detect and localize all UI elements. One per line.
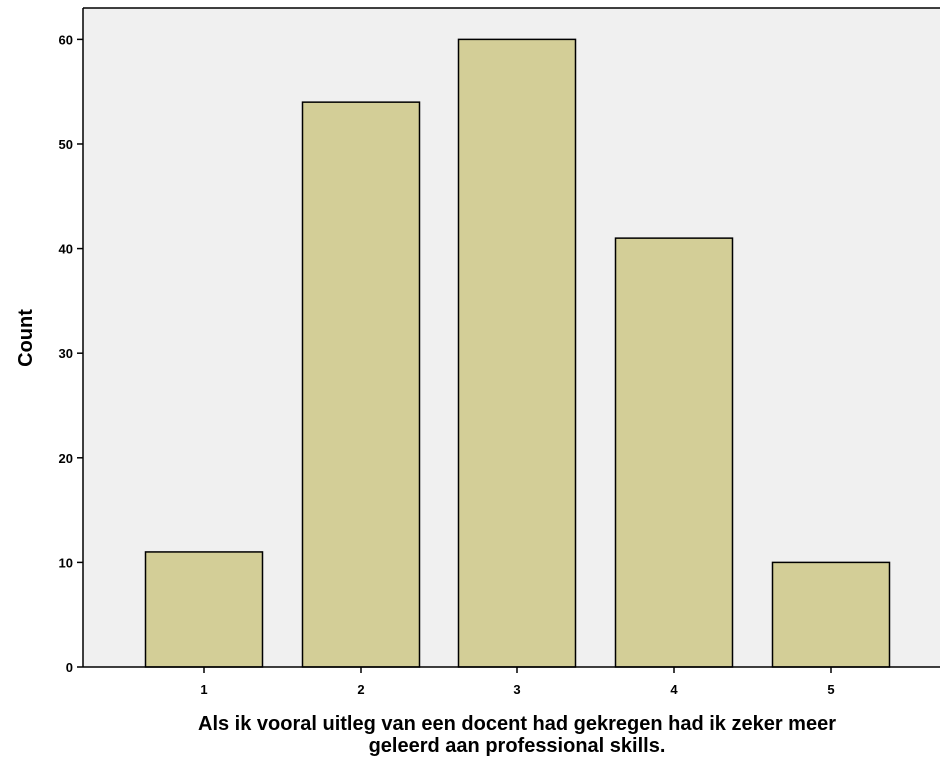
x-tick-label-5: 5 xyxy=(827,682,834,697)
bars-group xyxy=(144,38,891,668)
y-tick-label-30: 30 xyxy=(59,346,73,361)
y-tick-label-10: 10 xyxy=(59,555,73,570)
y-tick-label-60: 60 xyxy=(59,32,73,47)
y-tick-label-50: 50 xyxy=(59,137,73,152)
y-axis-title: Count xyxy=(15,309,37,367)
bar-3 xyxy=(457,38,577,668)
x-tick-label-4: 4 xyxy=(670,682,678,697)
bar-2 xyxy=(301,101,421,668)
axes-group xyxy=(82,7,940,668)
y-tick-label-0: 0 xyxy=(66,660,73,675)
bar-5 xyxy=(771,561,891,668)
y-tick-label-40: 40 xyxy=(59,242,73,257)
bar-1 xyxy=(144,551,264,668)
x-axis-title-line-2: geleerd aan professional skills. xyxy=(369,735,666,757)
x-tick-label-3: 3 xyxy=(513,682,520,697)
x-tick-label-1: 1 xyxy=(200,682,207,697)
x-tick-label-2: 2 xyxy=(357,682,364,697)
y-tick-label-20: 20 xyxy=(59,451,73,466)
y-axis-ticks: 0 10 20 30 40 50 60 xyxy=(59,32,83,675)
x-axis-title-line-1: Als ik vooral uitleg van een docent had … xyxy=(198,713,836,735)
x-axis-ticks: 1 2 3 4 5 xyxy=(200,667,835,697)
bar-4 xyxy=(614,237,734,668)
